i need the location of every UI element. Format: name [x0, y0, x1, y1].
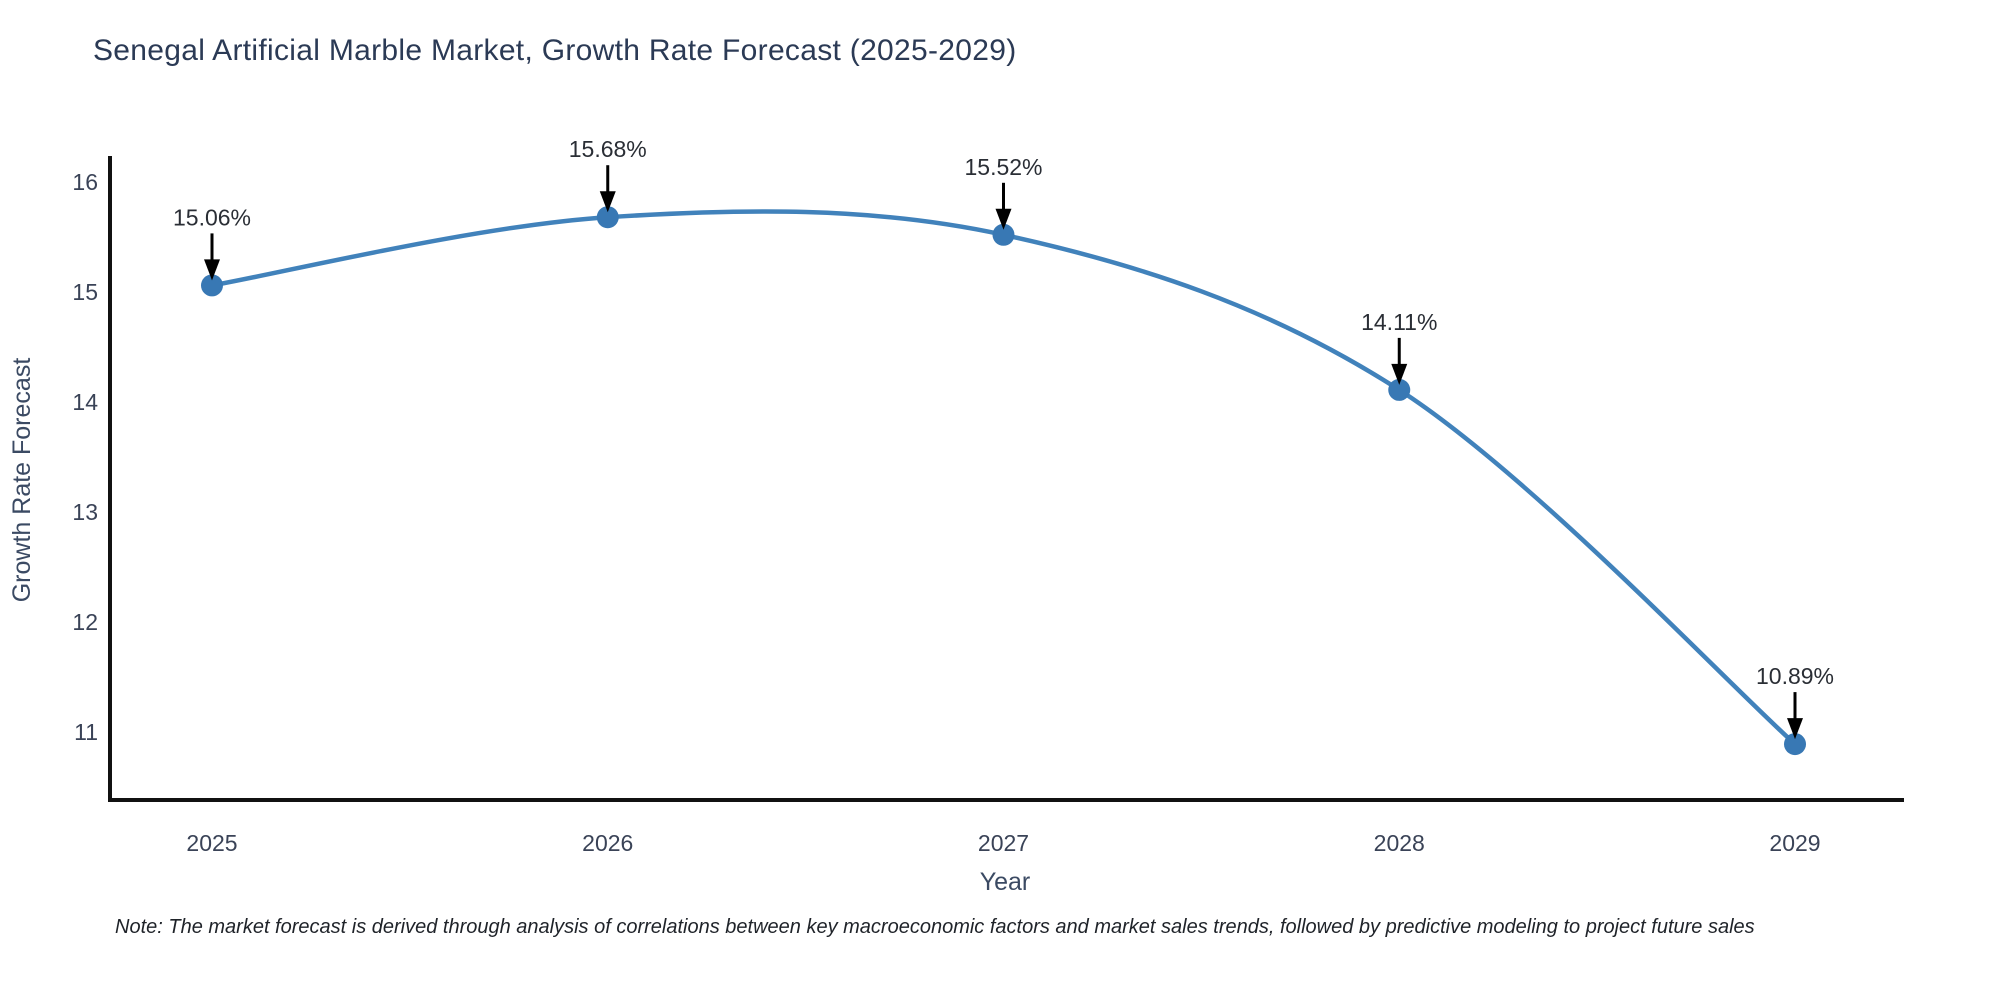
annotation-arrowhead: [995, 208, 1012, 230]
data-point-label: 15.52%: [964, 154, 1042, 180]
x-tick-label: 2028: [1374, 830, 1425, 856]
annotation-arrowhead: [1787, 718, 1803, 740]
trend-line: [209, 209, 1798, 747]
y-axis-title: Growth Rate Forecast: [8, 358, 36, 603]
data-point: [1784, 733, 1806, 756]
y-tick-label: 14: [72, 389, 98, 415]
x-tick-label: 2026: [582, 830, 633, 856]
annotation-arrowhead: [599, 191, 616, 213]
y-tick-label: 16: [72, 169, 98, 195]
y-tick-label: 13: [72, 499, 98, 525]
x-tick-label: 2025: [186, 830, 237, 856]
data-point-label: 10.89%: [1756, 663, 1834, 689]
x-tick-label: 2029: [1769, 830, 1820, 856]
x-tick-label: 2027: [978, 830, 1029, 856]
x-axis-title: Year: [980, 868, 1031, 896]
annotation-arrowhead: [1391, 363, 1408, 385]
data-point-label: 14.11%: [1361, 309, 1437, 335]
data-point-label: 15.06%: [173, 204, 251, 230]
footnote: Note: The market forecast is derived thr…: [115, 916, 1755, 938]
y-tick-label: 12: [72, 609, 98, 635]
chart-title: Senegal Artificial Marble Market, Growth…: [93, 34, 1017, 67]
data-point: [992, 223, 1015, 246]
annotation-arrowhead: [204, 259, 220, 281]
data-point: [1388, 378, 1411, 401]
data-point-label: 15.68%: [569, 136, 647, 162]
y-tick-label: 11: [74, 719, 98, 745]
y-tick-label: 15: [72, 279, 98, 305]
data-point: [201, 274, 223, 297]
data-point: [596, 206, 619, 229]
